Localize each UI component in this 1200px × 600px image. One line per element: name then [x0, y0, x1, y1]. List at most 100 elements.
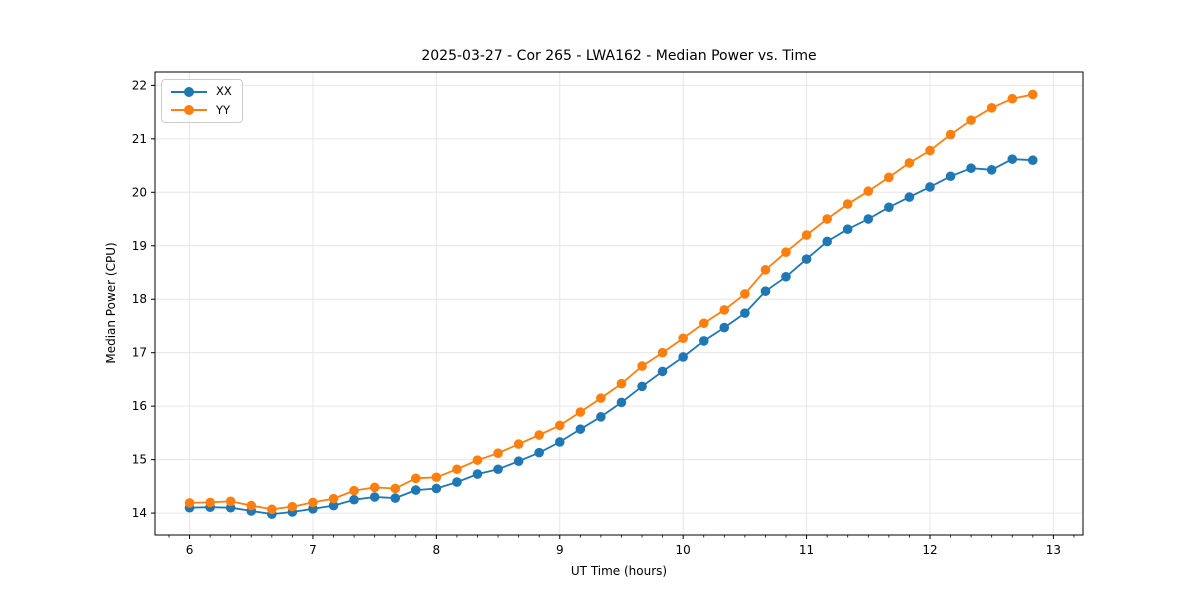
- data-point-xx: [740, 308, 750, 318]
- data-point-yy: [205, 497, 215, 508]
- data-point-xx: [986, 165, 997, 175]
- data-point-xx: [925, 182, 935, 192]
- data-point-yy: [596, 393, 606, 403]
- data-point-yy: [781, 247, 791, 257]
- data-point-yy: [740, 289, 750, 299]
- data-point-xx: [637, 381, 647, 392]
- x-tick-label: 7: [309, 543, 317, 557]
- data-point-xx: [369, 492, 380, 502]
- x-axis-label: UT Time (hours): [570, 564, 668, 578]
- data-point-xx: [554, 437, 565, 447]
- data-point-yy: [760, 265, 771, 275]
- data-point-yy: [513, 439, 524, 449]
- data-point-yy: [184, 498, 195, 508]
- data-point-yy: [267, 504, 277, 515]
- data-point-xx: [822, 236, 832, 247]
- data-point-yy: [1027, 89, 1038, 100]
- data-point-yy: [369, 482, 380, 493]
- y-tick-label: 18: [132, 292, 147, 306]
- series-line-yy: [189, 93, 1033, 511]
- data-point-xx: [452, 477, 462, 487]
- data-point-xx: [801, 254, 812, 264]
- data-point-xx: [575, 424, 586, 434]
- x-tick-label: 10: [676, 543, 691, 557]
- data-point-xx: [678, 352, 688, 362]
- x-tick-label: 8: [433, 543, 441, 557]
- data-point-xx: [534, 447, 544, 458]
- data-point-xx: [760, 286, 771, 297]
- data-point-xx: [596, 412, 606, 422]
- legend-label-xx: XX: [216, 84, 232, 98]
- data-point-xx: [945, 171, 956, 182]
- data-point-yy: [534, 430, 544, 440]
- legend-label-yy: YY: [216, 102, 231, 117]
- data-point-yy: [287, 501, 298, 512]
- legend-marker-xx-icon: [171, 86, 207, 97]
- data-point-xx: [698, 336, 709, 346]
- data-point-xx: [431, 483, 442, 494]
- x-tick-label: 11: [799, 543, 814, 557]
- data-point-yy: [616, 378, 627, 389]
- data-point-yy: [678, 333, 688, 344]
- chart-title: 2025-03-27 - Cor 265 - LWA162 - Median P…: [421, 48, 817, 64]
- data-point-yy: [431, 472, 442, 483]
- data-point-xx: [884, 202, 894, 213]
- legend-item-xx: XX: [171, 84, 232, 98]
- data-point-xx: [472, 469, 483, 479]
- y-tick-label: 15: [132, 453, 147, 467]
- data-point-xx: [657, 366, 668, 377]
- data-point-xx: [781, 271, 791, 282]
- y-axis-label: Median Power (CPU): [104, 182, 118, 363]
- data-point-yy: [822, 214, 832, 224]
- x-tick-label: 13: [1046, 543, 1061, 557]
- data-point-yy: [842, 199, 853, 209]
- data-point-yy: [925, 145, 935, 156]
- y-tick-label: 16: [132, 399, 147, 413]
- data-point-xx: [842, 224, 853, 234]
- legend: XX YY: [161, 79, 243, 123]
- y-tick-label: 14: [132, 506, 147, 520]
- series-line-xx: [189, 158, 1033, 515]
- y-tick-label: 21: [132, 132, 147, 146]
- data-point-yy: [863, 186, 874, 197]
- y-axis-label-text: Median Power (CPU): [104, 242, 118, 364]
- data-point-yy: [390, 483, 401, 494]
- data-point-yy: [349, 485, 359, 496]
- data-point-xx: [513, 456, 524, 467]
- data-point-yy: [904, 158, 915, 168]
- data-point-yy: [328, 493, 339, 504]
- x-tick-label: 9: [556, 543, 564, 557]
- data-point-yy: [801, 230, 812, 240]
- x-tick-label: 12: [922, 543, 937, 557]
- data-point-yy: [1007, 93, 1018, 104]
- axes-spines: [154, 71, 1084, 536]
- data-point-yy: [493, 448, 503, 458]
- data-point-yy: [945, 129, 956, 140]
- data-point-xx: [328, 500, 339, 511]
- data-point-yy: [884, 172, 894, 183]
- data-point-yy: [246, 500, 257, 511]
- legend-marker-yy-icon: [171, 105, 207, 116]
- data-point-yy: [719, 305, 730, 315]
- data-point-xx: [616, 397, 627, 408]
- data-point-xx: [390, 493, 401, 503]
- data-point-yy: [637, 361, 647, 371]
- data-point-xx: [410, 485, 421, 495]
- data-point-xx: [863, 214, 874, 224]
- data-point-xx: [1027, 155, 1038, 166]
- data-point-xx: [1007, 154, 1018, 164]
- data-point-yy: [575, 407, 586, 417]
- data-point-yy: [698, 318, 709, 329]
- y-tick-label: 19: [132, 239, 147, 253]
- data-point-yy: [308, 497, 318, 508]
- x-tick-label: 6: [186, 543, 194, 557]
- data-point-yy: [225, 496, 236, 507]
- data-point-yy: [966, 115, 976, 125]
- data-point-yy: [472, 455, 483, 465]
- data-point-xx: [719, 322, 730, 333]
- data-point-yy: [657, 347, 668, 358]
- data-point-yy: [986, 103, 997, 113]
- data-point-yy: [410, 473, 421, 484]
